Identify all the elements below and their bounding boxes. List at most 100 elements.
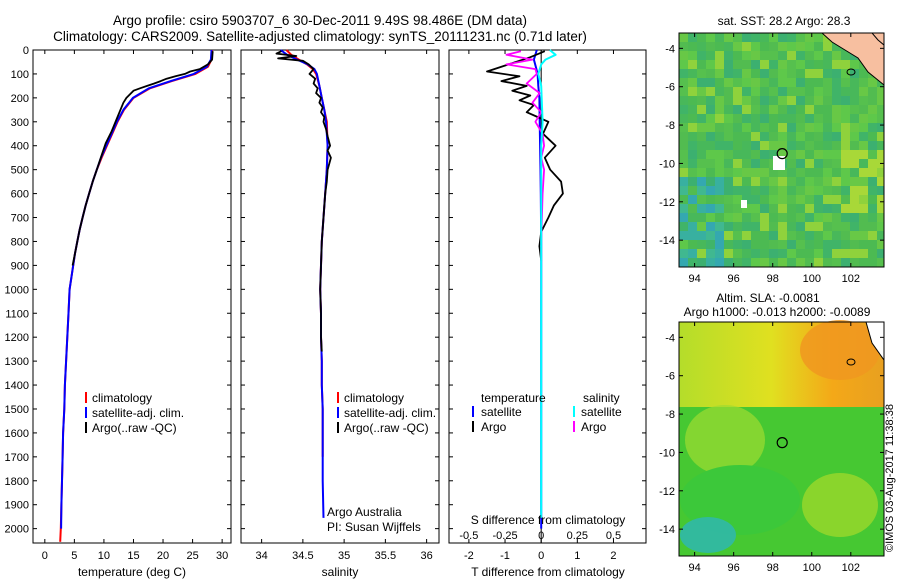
sst-cell xyxy=(814,33,823,42)
sst-cell xyxy=(751,96,760,105)
legend-s-argo-label: Argo xyxy=(581,420,607,434)
sst-cell xyxy=(697,258,706,267)
sst-cell xyxy=(796,150,805,159)
sst-cell xyxy=(877,141,884,150)
sst-cell xyxy=(706,141,715,150)
sst-cell xyxy=(796,231,805,240)
lat-tick-label: -4 xyxy=(665,43,675,55)
sst-cell xyxy=(859,105,868,114)
sst-cell xyxy=(679,78,688,87)
sst-cell xyxy=(724,159,733,168)
sst-cell xyxy=(733,150,742,159)
sst-cell xyxy=(697,69,706,78)
sst-cell xyxy=(751,231,760,240)
sst-cell xyxy=(850,249,859,258)
sst-cell xyxy=(859,258,868,267)
sst-cell xyxy=(796,249,805,258)
sst-cell xyxy=(751,240,760,249)
sst-map: -4 -6 -8 -10 -12 -14 94 96 98 100 102 sat. SST: 2… xyxy=(659,14,885,285)
sst-cell xyxy=(859,114,868,123)
x-tick-label: 10 xyxy=(98,550,110,562)
sst-cell xyxy=(841,87,850,96)
sst-cell xyxy=(769,204,778,213)
sst-cell xyxy=(877,258,884,267)
sst-cell xyxy=(742,51,751,60)
sst-cell xyxy=(769,33,778,42)
sst-cell xyxy=(742,150,751,159)
sst-cell xyxy=(724,150,733,159)
sst-cell xyxy=(715,240,724,249)
sst-cell xyxy=(841,150,850,159)
sst-cell xyxy=(706,213,715,222)
sst-cell xyxy=(760,150,769,159)
sst-cell xyxy=(787,33,796,42)
sst-cell xyxy=(742,231,751,240)
sst-cell xyxy=(715,222,724,231)
sst-cell xyxy=(733,240,742,249)
sst-cell xyxy=(706,258,715,267)
sst-cell xyxy=(697,33,706,42)
sst-cell xyxy=(778,60,787,69)
sst-cell xyxy=(742,204,751,213)
sst-cell xyxy=(760,141,769,150)
sst-cell xyxy=(688,51,697,60)
sst-cell xyxy=(706,33,715,42)
sst-cell xyxy=(688,123,697,132)
t-argo-diff-line xyxy=(486,50,564,261)
sst-cell xyxy=(823,240,832,249)
sst-cell xyxy=(724,249,733,258)
sst-cell xyxy=(715,51,724,60)
salinity-series-line xyxy=(275,50,332,352)
sst-cell xyxy=(688,78,697,87)
sst-cell xyxy=(688,114,697,123)
sst-cell xyxy=(850,195,859,204)
sst-cell xyxy=(805,159,814,168)
sst-cell xyxy=(841,249,850,258)
sst-cell xyxy=(679,168,688,177)
sst-cell xyxy=(850,141,859,150)
sst-cell xyxy=(823,105,832,114)
lat-tick-label: -14 xyxy=(659,524,675,536)
sst-cell xyxy=(877,123,884,132)
sst-cell xyxy=(778,123,787,132)
sst-cell xyxy=(679,222,688,231)
sst-cell xyxy=(751,69,760,78)
sst-cell xyxy=(778,42,787,51)
sst-cell xyxy=(787,42,796,51)
depth-tick-label: 600 xyxy=(11,189,29,201)
sst-cell xyxy=(796,141,805,150)
sst-cell xyxy=(751,159,760,168)
sst-cell xyxy=(814,222,823,231)
sst-cell xyxy=(733,69,742,78)
sst-cell xyxy=(814,87,823,96)
sst-cell xyxy=(805,42,814,51)
chart-title-line2: Climatology: CARS2009. Satellite-adjuste… xyxy=(53,29,587,44)
sst-cell xyxy=(805,204,814,213)
sst-cell xyxy=(859,177,868,186)
sst-cell xyxy=(715,96,724,105)
sst-cell xyxy=(805,132,814,141)
sst-cell xyxy=(715,105,724,114)
sst-cell xyxy=(814,60,823,69)
sst-cell xyxy=(868,150,877,159)
sst-cell xyxy=(796,186,805,195)
sst-cell xyxy=(679,87,688,96)
sst-cell xyxy=(841,231,850,240)
sst-cell xyxy=(787,141,796,150)
sst-cell xyxy=(796,105,805,114)
sst-cell xyxy=(778,231,787,240)
sst-cell xyxy=(679,177,688,186)
legend-s-satellite-label: satellite xyxy=(581,405,622,419)
sst-cell xyxy=(814,186,823,195)
sst-cell xyxy=(805,69,814,78)
sst-cell xyxy=(814,249,823,258)
sst-cell xyxy=(814,69,823,78)
salinity-xlabel: salinity xyxy=(322,565,359,579)
sst-cell xyxy=(787,186,796,195)
sst-cell xyxy=(859,168,868,177)
sst-cell xyxy=(706,249,715,258)
sst-cell xyxy=(850,159,859,168)
sst-cell xyxy=(706,60,715,69)
sst-cell xyxy=(868,96,877,105)
sst-cell xyxy=(769,231,778,240)
